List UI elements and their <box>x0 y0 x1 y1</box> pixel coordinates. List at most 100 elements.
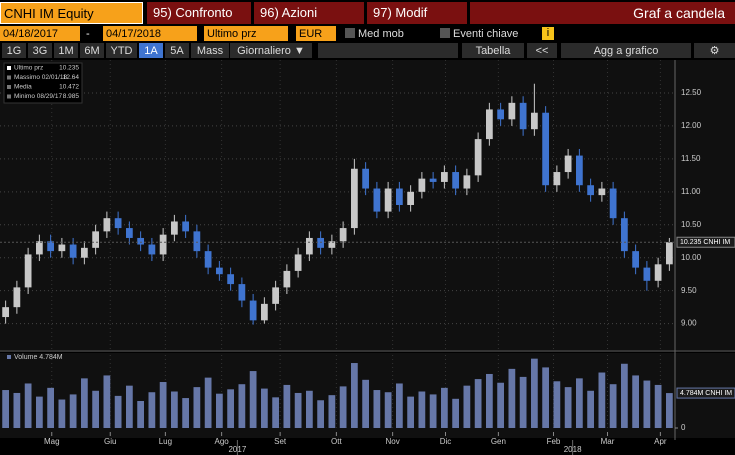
candle-body <box>542 112 549 186</box>
candle-body <box>553 172 561 186</box>
volume-bar <box>103 375 111 428</box>
candle-body <box>47 241 54 252</box>
period-button[interactable]: 5A <box>165 43 189 58</box>
volume-bar <box>429 394 437 428</box>
period-button[interactable]: YTD <box>106 43 137 58</box>
x-tick-label: Giu <box>104 437 116 446</box>
period-button[interactable]: 1M <box>54 43 78 58</box>
date-from[interactable]: 04/18/2017 <box>0 26 80 41</box>
edit-button[interactable]: 97) Modif <box>367 2 467 24</box>
checkbox[interactable] <box>345 28 355 38</box>
candle-body <box>429 178 437 182</box>
volume-bar <box>621 363 628 428</box>
volume-bar <box>81 378 88 428</box>
volume-bar <box>36 396 43 428</box>
legend-swatch <box>7 75 11 80</box>
volume-bar <box>306 390 313 428</box>
volume-bar <box>2 390 9 428</box>
volume-bar <box>441 387 448 428</box>
candle-body <box>463 175 471 189</box>
date-separator: - <box>86 28 90 40</box>
candle-body <box>238 284 246 301</box>
candle-body <box>81 247 88 258</box>
key-events[interactable]: Eventi chiave <box>453 28 519 40</box>
legend-swatch <box>7 94 11 99</box>
x-tick-label: Set <box>274 437 287 446</box>
candle-body <box>159 234 167 255</box>
period-button[interactable]: 1G <box>2 43 26 58</box>
volume-bar <box>531 358 538 428</box>
collapse-button[interactable]: << <box>527 43 557 58</box>
volume-bar <box>182 398 189 428</box>
add-to-chart[interactable]: Agg a grafico <box>561 43 691 58</box>
volume-bar <box>643 380 651 428</box>
candle-body <box>339 228 347 242</box>
candle-body <box>362 168 369 189</box>
tool-icons[interactable] <box>318 43 458 58</box>
actions-button[interactable]: 96) Azioni <box>254 2 364 24</box>
candle-body <box>474 139 482 176</box>
candle-body <box>351 168 358 229</box>
volume-bar <box>317 400 324 428</box>
date-to[interactable]: 04/17/2018 <box>103 26 197 41</box>
info-icon[interactable]: i <box>542 27 554 40</box>
volume-bar <box>227 389 234 428</box>
volume-bar <box>261 388 268 428</box>
candle-body <box>92 231 99 248</box>
volume-bar <box>598 372 606 428</box>
candle-body <box>654 264 662 281</box>
settings-button[interactable]: ⚙ <box>694 43 735 58</box>
checkbox[interactable] <box>440 28 450 38</box>
period-button[interactable]: Mass <box>191 43 229 58</box>
volume-bar <box>576 378 583 428</box>
volume-bar <box>373 390 381 428</box>
candle-body <box>171 221 178 235</box>
volume-bar <box>159 382 167 428</box>
volume-tick-label: 0 <box>681 423 686 432</box>
volume-bar <box>216 393 223 428</box>
period-button[interactable]: 1A <box>139 43 163 58</box>
candle-body <box>666 242 673 265</box>
compare-button[interactable]: 95) Confronto <box>147 2 251 24</box>
x-tick-label: Feb <box>547 437 561 446</box>
candle-body <box>2 307 9 318</box>
last-price-label: 10.235 CNHI IM <box>680 239 730 246</box>
volume-bar <box>171 391 178 428</box>
moving-average[interactable]: Med mob <box>358 28 404 40</box>
volume-bar <box>148 392 156 428</box>
legend-value: 10.472 <box>59 84 79 91</box>
field-select[interactable]: Ultimo prz <box>204 26 288 41</box>
candle-body <box>193 231 201 252</box>
candle-body <box>328 241 336 248</box>
volume-bar <box>553 381 561 428</box>
candle-body <box>114 218 122 229</box>
volume-bar <box>249 371 257 428</box>
volume-tag <box>676 387 735 399</box>
x-tick-label: Mag <box>44 437 60 446</box>
candle-body <box>486 109 493 140</box>
x-tick-label: Ago <box>215 437 230 446</box>
frequency-select[interactable]: Giornaliero ▼ <box>230 43 312 58</box>
candle-body <box>272 287 279 304</box>
period-button[interactable]: 3G <box>28 43 52 58</box>
y-tick-label: 10.50 <box>681 220 702 229</box>
volume-bar <box>137 400 144 428</box>
legend-label: Minimo 08/29/17 <box>14 93 62 100</box>
candle-body <box>452 172 459 189</box>
volume-bar <box>92 390 99 428</box>
ticker-field[interactable]: CNHI IM Equity <box>0 2 143 24</box>
candle-body <box>306 237 313 255</box>
volume-bar <box>283 384 291 428</box>
volume-bar <box>24 383 32 428</box>
x-tick-label: Gen <box>491 437 506 446</box>
volume-bar <box>474 379 482 428</box>
candle-body <box>216 267 223 275</box>
x-tick-label: Lug <box>159 437 172 446</box>
table-button[interactable]: Tabella <box>462 43 524 58</box>
volume-bar <box>126 385 133 428</box>
candle-body <box>587 185 594 196</box>
currency-select[interactable]: EUR <box>296 26 336 41</box>
candle-body <box>396 188 403 205</box>
period-button[interactable]: 6M <box>80 43 104 58</box>
